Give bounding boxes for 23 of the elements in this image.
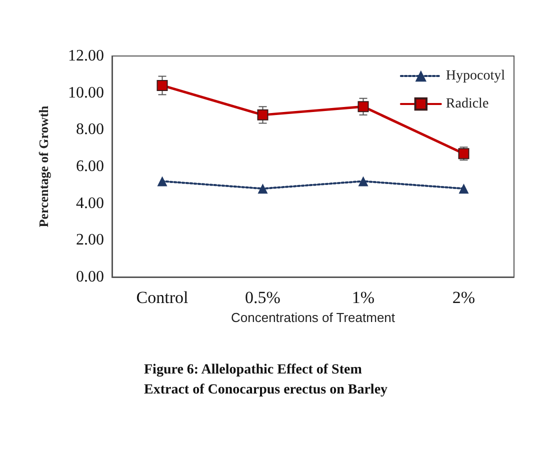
y-tick-label: 10.00 [68, 84, 104, 102]
x-tick-label: 1% [352, 288, 375, 307]
point [458, 184, 469, 194]
y-tick-label: 12.00 [68, 48, 104, 64]
point [257, 109, 268, 120]
y-axis-title: Percentage of Growth [36, 104, 51, 228]
point [157, 176, 168, 186]
y-tick-label: 4.00 [76, 194, 104, 212]
caption: Figure 6: Allelopathic Effect of Stem Extract of Conocarpus erectus on Barley [144, 362, 388, 398]
legend-label: Radicle [446, 96, 489, 112]
y-tick-label: 6.00 [76, 158, 104, 175]
point [258, 184, 268, 194]
x-tick-label: Control [136, 288, 188, 307]
legend-label: Hypocotyl [446, 68, 506, 84]
point [156, 80, 168, 91]
x-tick-label: 2% [452, 288, 476, 307]
y-tick-label: 8.00 [76, 121, 104, 138]
y-tick-label: 0.00 [76, 268, 104, 286]
point [358, 176, 368, 186]
point [358, 101, 369, 112]
x-axis-title: Concentrations of Treatment [230, 310, 396, 325]
y-tick-label: 2.00 [76, 232, 104, 249]
x-tick-label: 0.5% [245, 288, 280, 307]
